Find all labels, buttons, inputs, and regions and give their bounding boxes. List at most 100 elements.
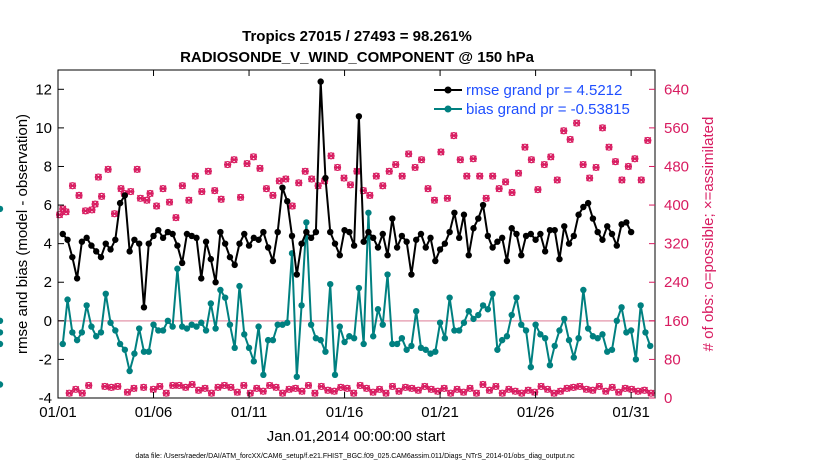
obs-assimilated-marker [424, 185, 432, 193]
obs-assimilated-marker [443, 194, 451, 202]
bias-point [479, 302, 487, 309]
obs-assimilated-marker [401, 383, 409, 391]
rmse-point [212, 279, 219, 286]
rmse-point [112, 236, 119, 243]
obs-assimilated-marker [88, 206, 96, 214]
rmse-point [370, 234, 377, 242]
obs-assimilated-marker [582, 385, 590, 393]
obs-assimilated-marker [279, 389, 287, 397]
obs-assimilated-marker [502, 178, 510, 186]
obs-assimilated-marker [266, 381, 274, 389]
obs-assimilated-marker [547, 153, 555, 161]
rmse-point [498, 234, 506, 242]
rmse-point [508, 225, 515, 232]
rmse-point [193, 234, 200, 242]
obs-assimilated-marker [246, 389, 254, 397]
obs-assimilated-marker [611, 158, 619, 166]
rmse-point [64, 236, 71, 243]
obs-assimilated-marker [107, 383, 115, 391]
x-axis-ticks: 01/01 01/06 01/11 01/16 01/21 01/26 01/31 [39, 70, 650, 421]
obs-assimilated-marker [288, 202, 296, 210]
obs-assimilated-marker [573, 119, 581, 127]
rmse-point [73, 275, 81, 282]
obs-assimilated-marker [285, 385, 293, 393]
bias-point [398, 334, 406, 342]
obs-assimilated-marker [553, 176, 561, 184]
bias-point [642, 329, 649, 336]
obs-assimilated-marker [595, 382, 603, 390]
rmse-point [284, 198, 291, 205]
obs-assimilated-marker [566, 135, 574, 143]
obs-assimilated-marker [201, 384, 209, 392]
bias-point [78, 329, 86, 336]
x-tick-label: 01/31 [612, 404, 650, 421]
rmse-point [489, 244, 496, 251]
obs-assimilated-marker [78, 389, 86, 397]
y2-axis-label: # of obs: o=possible; ×=assimilated [700, 117, 717, 352]
bias-point [88, 323, 95, 330]
bias-point [140, 348, 148, 355]
bias-point [584, 325, 592, 332]
obs-assimilated-marker [460, 388, 468, 396]
rmse-point [231, 261, 238, 269]
rmse-point [413, 236, 420, 243]
bias-point [59, 340, 66, 348]
rmse-point [303, 228, 310, 236]
bias-point [255, 323, 262, 330]
obs-assimilated-marker [262, 185, 270, 193]
bias-point [183, 325, 191, 332]
bias-point [97, 329, 105, 336]
rmse-point [226, 253, 234, 261]
bias-point [69, 329, 76, 336]
obs-assimilated-marker [469, 155, 477, 163]
obs-assimilated-marker [421, 382, 429, 390]
bias-point [455, 327, 463, 334]
obs-assimilated-marker [427, 385, 435, 393]
obs-assimilated-marker [366, 191, 374, 199]
rmse-point [441, 240, 449, 247]
bias-point [207, 300, 215, 307]
obs-assimilated-marker [243, 160, 251, 168]
bias-point [522, 327, 530, 334]
y-tick-label: 4 [44, 236, 52, 253]
rmse-point [365, 228, 372, 236]
rmse-point [174, 242, 181, 249]
y-tick-label: -4 [39, 390, 52, 407]
rmse-point [627, 228, 635, 236]
bias-point [126, 367, 133, 375]
obs-assimilated-marker [165, 198, 173, 206]
rmse-point [241, 230, 248, 238]
obs-assimilated-marker [230, 156, 238, 164]
x-tick-label: 01/16 [326, 404, 364, 421]
obs-assimilated-marker [269, 191, 277, 199]
rmse-point [97, 253, 105, 261]
rmse-point [408, 271, 415, 278]
obs-assimilated-marker [346, 181, 354, 189]
obs-assimilated-marker [259, 387, 267, 395]
bias-point [355, 284, 363, 292]
rmse-point [384, 252, 391, 259]
obs-assimilated-marker [143, 196, 151, 204]
obs-assimilated-marker [75, 191, 83, 199]
obs-assimilated-marker [476, 172, 484, 180]
bias-point [155, 327, 162, 334]
bias-point [379, 321, 386, 328]
rmse-point [255, 236, 262, 243]
bias-point [303, 219, 310, 226]
chart-subtitle: RADIOSONDE_V_WIND_COMPONENT @ 150 hPa [180, 49, 535, 66]
obs-assimilated-marker [557, 387, 565, 395]
obs-assimilated-marker [301, 167, 309, 175]
bias-point [307, 321, 315, 328]
bias-point [608, 346, 616, 353]
obs-assimilated-marker [311, 389, 319, 397]
obs-assimilated-marker [430, 196, 438, 204]
bias-point [494, 346, 501, 353]
obs-assimilated-marker [304, 381, 312, 389]
obs-assimilated-marker [327, 152, 335, 160]
rmse-point [551, 226, 558, 234]
rmse-point [532, 236, 539, 243]
rmse-point [88, 242, 95, 249]
bias-point [336, 323, 343, 330]
rmse-point [135, 240, 143, 247]
obs-assimilated-marker [550, 389, 558, 397]
